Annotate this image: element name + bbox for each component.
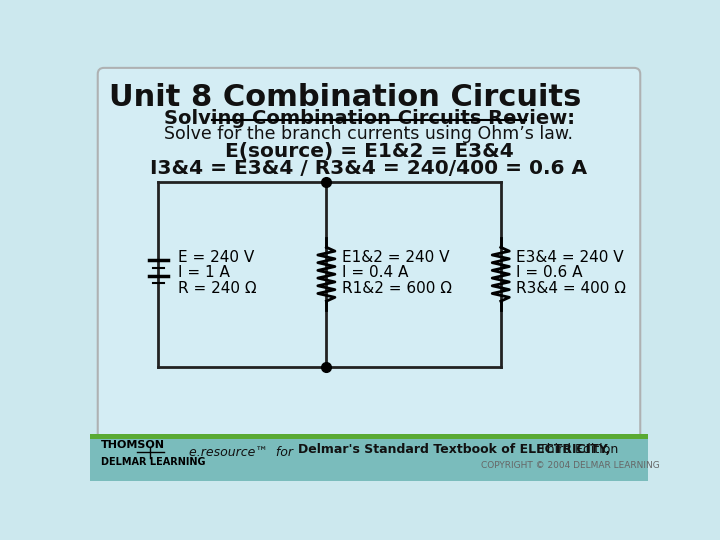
Text: R = 240 Ω: R = 240 Ω [178, 281, 256, 295]
Text: Third Edition: Third Edition [535, 443, 618, 456]
Text: e.resource™  for: e.resource™ for [189, 447, 293, 460]
Text: THOMSON: THOMSON [101, 440, 165, 450]
Text: Solve for the branch currents using Ohm’s law.: Solve for the branch currents using Ohm’… [164, 125, 574, 143]
Bar [90, 434, 648, 439]
Text: I = 0.4 A: I = 0.4 A [342, 265, 408, 280]
Text: E1&2 = 240 V: E1&2 = 240 V [342, 250, 449, 265]
Text: R3&4 = 400 Ω: R3&4 = 400 Ω [516, 281, 626, 295]
Text: Unit 8 Combination Circuits: Unit 8 Combination Circuits [109, 83, 581, 112]
Text: E(source) = E1&2 = E3&4: E(source) = E1&2 = E3&4 [225, 142, 513, 161]
Text: I = 1 A: I = 1 A [178, 265, 230, 280]
Text: E = 240 V: E = 240 V [178, 250, 254, 265]
Text: Solving Combination Circuits Review:: Solving Combination Circuits Review: [163, 110, 575, 129]
FancyBboxPatch shape [98, 68, 640, 442]
Text: I = 0.6 A: I = 0.6 A [516, 265, 582, 280]
Text: R1&2 = 600 Ω: R1&2 = 600 Ω [342, 281, 452, 295]
Text: Delmar's Standard Textbook of ELECTRICITY,: Delmar's Standard Textbook of ELECTRICIT… [298, 443, 611, 456]
Text: I3&4 = E3&4 / R3&4 = 240/400 = 0.6 A: I3&4 = E3&4 / R3&4 = 240/400 = 0.6 A [150, 159, 588, 178]
Text: E3&4 = 240 V: E3&4 = 240 V [516, 250, 624, 265]
Text: DELMAR LEARNING: DELMAR LEARNING [101, 457, 205, 467]
Bar [90, 436, 648, 481]
Text: COPYRIGHT © 2004 DELMAR LEARNING: COPYRIGHT © 2004 DELMAR LEARNING [481, 461, 660, 470]
